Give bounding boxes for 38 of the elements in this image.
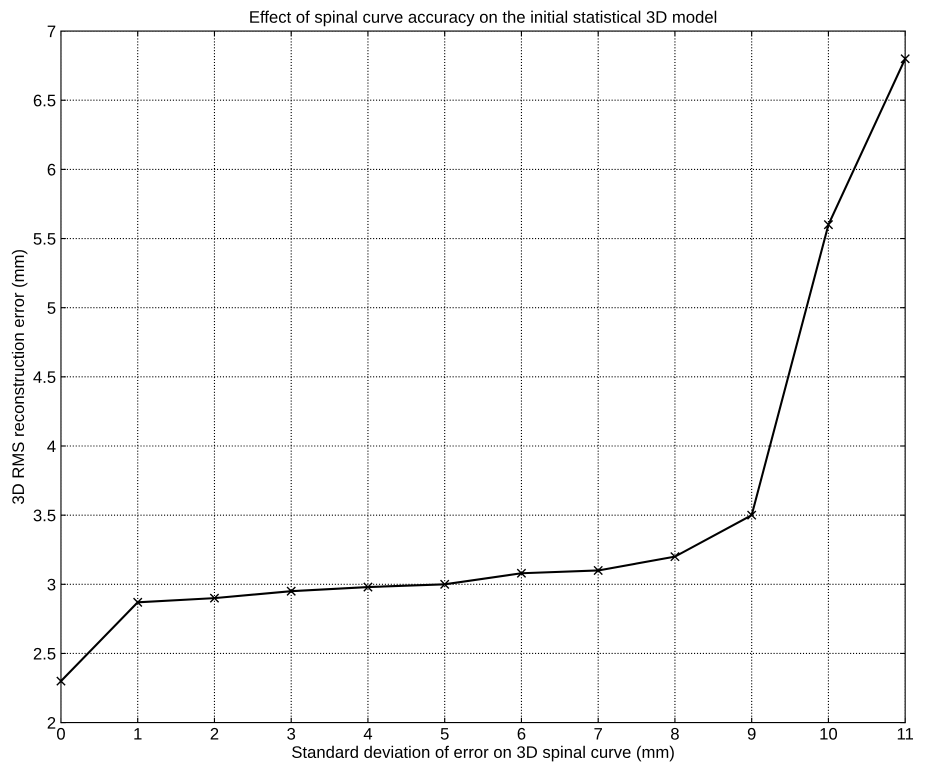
- y-tick-label: 2.5: [34, 648, 56, 660]
- point: [900, 54, 910, 64]
- point: [210, 593, 220, 603]
- x-tick-label: 3: [287, 728, 296, 740]
- y-tick-label: 3: [47, 578, 56, 591]
- x-tick-label: 11: [898, 728, 914, 740]
- x-tick-label: 0: [56, 728, 65, 740]
- y-tick-label: 5.5: [34, 233, 56, 245]
- x-tick-label: 1: [134, 728, 142, 740]
- x-tick-label: 2: [210, 728, 218, 740]
- y-tick-label: 4: [47, 440, 56, 452]
- x-tick-label: 8: [671, 728, 679, 740]
- x-tick-label: 4: [364, 728, 372, 740]
- point: [363, 582, 373, 592]
- y-tick-label: 3.5: [34, 510, 56, 522]
- y-tick-label: 5: [48, 302, 56, 314]
- x-axis-title: Standard deviation of error on 3D spinal curve (mm): [292, 746, 674, 762]
- point: [516, 568, 526, 578]
- y-tick-label: 7: [48, 26, 56, 38]
- point: [824, 220, 834, 230]
- y-tick-label: 6.5: [34, 94, 56, 106]
- point: [593, 566, 604, 576]
- chart-title: Effect of spinal curve accuracy on the initial statistical 3D model: [250, 10, 716, 26]
- point: [56, 676, 66, 686]
- x-tick-label: 6: [518, 728, 526, 740]
- point: [286, 586, 296, 596]
- point: [670, 552, 680, 562]
- point: [746, 510, 757, 520]
- point: [132, 597, 143, 608]
- y-tick-label: 6: [48, 164, 56, 176]
- x-tick-label: 5: [440, 728, 449, 740]
- y-tick-label: 2: [48, 717, 56, 729]
- x-tick-label: 7: [594, 728, 602, 740]
- y-tick-label: 4.5: [33, 371, 56, 384]
- point: [440, 579, 450, 590]
- x-tick-label: 10: [820, 728, 838, 740]
- y-axis-title: 3D RMS reconstruction error (mm): [12, 250, 28, 504]
- x-tick-label: 9: [748, 728, 756, 740]
